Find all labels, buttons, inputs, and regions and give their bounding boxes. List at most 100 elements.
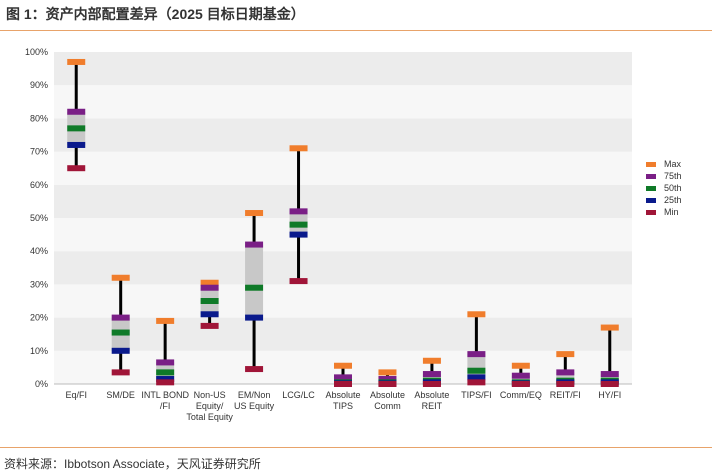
- p75-marker: [422, 371, 441, 378]
- grid-band: [54, 284, 632, 318]
- category-label: REIT/FI: [550, 390, 581, 400]
- grid-band: [54, 251, 632, 285]
- y-tick-label: 100%: [25, 47, 48, 57]
- grid-band: [54, 184, 632, 218]
- category-label: TIPS/FI: [461, 390, 492, 400]
- y-tick-label: 20%: [30, 313, 48, 323]
- category-box: [556, 351, 575, 387]
- legend-swatch: [646, 186, 656, 191]
- p75-marker: [111, 314, 130, 321]
- grid-band: [54, 317, 632, 351]
- category-box: [378, 369, 397, 387]
- y-tick-label: 60%: [30, 180, 48, 190]
- category-box: [245, 210, 264, 373]
- category-box: [334, 362, 352, 387]
- p50-marker: [200, 298, 219, 304]
- min-marker: [378, 381, 397, 387]
- y-axis: 0% 10% 20% 30% 40% 50% 60% 70% 80% 90% 100%: [25, 47, 632, 389]
- plot-bands: [54, 52, 632, 384]
- category-label: Absolute Comm: [370, 390, 405, 411]
- p75-marker: [378, 376, 397, 383]
- p75-marker: [67, 108, 86, 115]
- max-marker: [600, 324, 619, 331]
- source-note: 资料来源：Ibbotson Associate，天风证券研究所: [4, 457, 261, 471]
- max-marker: [245, 210, 264, 217]
- legend-label: 50th: [664, 183, 682, 193]
- y-tick-label: 90%: [30, 80, 48, 90]
- min-marker: [289, 278, 308, 285]
- max-marker: [467, 311, 486, 318]
- category-label: INTL BOND/FI: [141, 390, 189, 411]
- category-box: [67, 58, 86, 172]
- legend-swatch: [646, 174, 656, 179]
- min-marker: [156, 379, 175, 386]
- max-marker: [511, 362, 530, 369]
- iqr-box: [467, 354, 486, 378]
- min-marker: [422, 381, 441, 387]
- iqr-box: [245, 244, 264, 318]
- legend-swatch: [646, 198, 656, 203]
- top-rule: [0, 30, 712, 31]
- category-label: Non-US Equity/Total Equity: [186, 390, 233, 422]
- y-tick-label: 40%: [30, 246, 48, 256]
- p50-marker: [289, 221, 308, 228]
- min-marker: [467, 379, 486, 386]
- p25-marker: [67, 141, 86, 148]
- p75-marker: [156, 359, 175, 366]
- max-marker: [67, 58, 86, 65]
- category-box: [156, 317, 175, 386]
- p50-marker: [67, 125, 86, 132]
- p25-marker: [467, 374, 486, 381]
- legend: Max 75th 50th 25th Min: [646, 159, 682, 217]
- min-marker: [600, 381, 619, 387]
- max-marker: [156, 317, 175, 324]
- category-box: [111, 274, 130, 376]
- legend-label: Min: [664, 207, 679, 217]
- p25-marker: [200, 311, 219, 318]
- category-label: SM/DE: [106, 390, 135, 400]
- legend-label: 25th: [664, 195, 682, 205]
- p75-marker: [289, 208, 308, 215]
- p50-marker: [245, 284, 264, 291]
- legend-swatch: [646, 210, 656, 215]
- min-marker: [334, 381, 352, 387]
- min-marker: [67, 165, 86, 172]
- y-tick-label: 50%: [30, 213, 48, 223]
- category-label: HY/FI: [598, 390, 621, 400]
- min-marker: [245, 366, 264, 373]
- max-marker: [378, 369, 397, 376]
- p25-marker: [289, 231, 308, 238]
- p75-marker: [467, 351, 486, 358]
- max-marker: [111, 274, 130, 281]
- min-marker: [111, 369, 130, 376]
- category-box: [422, 357, 441, 387]
- p50-marker: [467, 367, 486, 374]
- grid-band: [54, 85, 632, 119]
- max-marker: [334, 362, 352, 369]
- p75-marker: [600, 371, 619, 378]
- y-tick-label: 10%: [30, 346, 48, 356]
- y-tick-label: 30%: [30, 279, 48, 289]
- box-marks: [67, 58, 619, 387]
- p75-marker: [511, 372, 530, 379]
- category-label: Absolute REIT: [414, 390, 449, 411]
- min-marker: [556, 381, 575, 387]
- y-tick-label: 70%: [30, 147, 48, 157]
- p50-marker: [156, 369, 175, 376]
- grid-band: [54, 52, 632, 86]
- category-box: [467, 311, 486, 386]
- grid-band: [54, 118, 632, 152]
- min-marker: [511, 381, 530, 387]
- p75-marker: [200, 284, 219, 291]
- p75-marker: [556, 369, 575, 376]
- category-box: [600, 324, 619, 387]
- box-range-chart: 0% 10% 20% 30% 40% 50% 60% 70% 80% 90% 100% Eq/FI S…: [25, 47, 682, 422]
- category-box: [511, 362, 530, 387]
- category-box: [289, 145, 308, 285]
- max-marker: [422, 357, 441, 364]
- max-marker: [200, 279, 219, 286]
- max-marker: [289, 145, 308, 152]
- iqr-box: [556, 372, 575, 383]
- y-tick-label: 0%: [35, 379, 48, 389]
